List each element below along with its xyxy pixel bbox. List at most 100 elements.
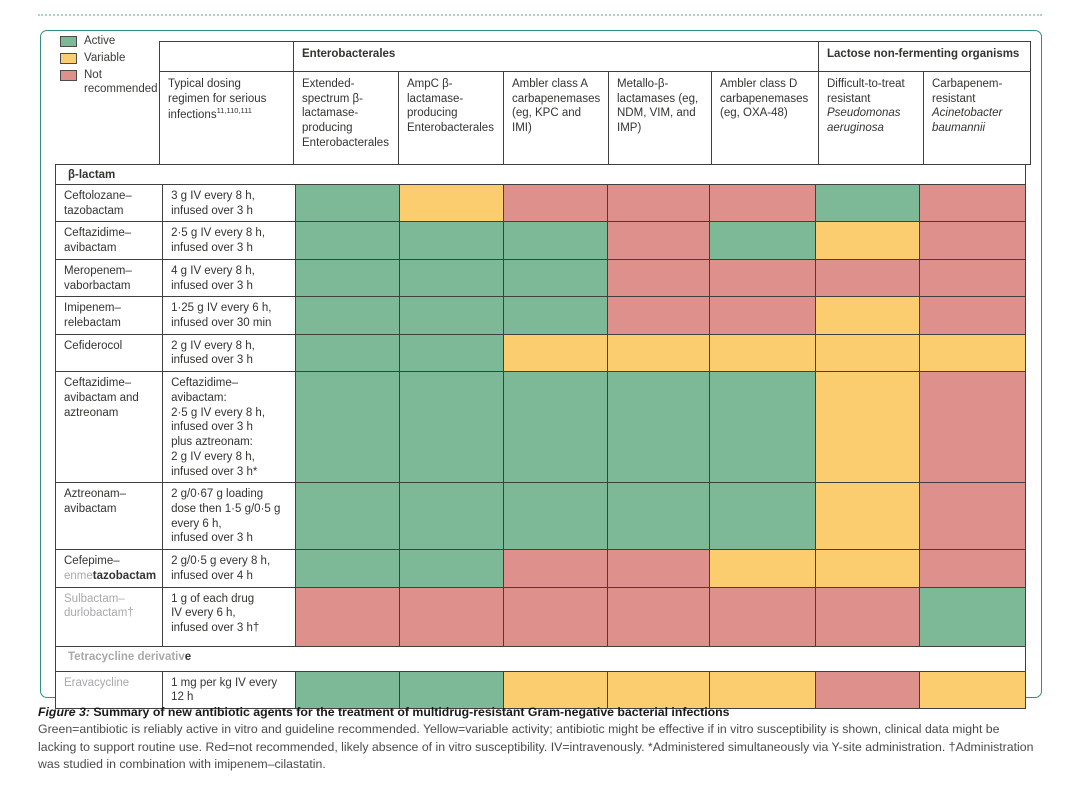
col-header-cr-acinetobacter: Carbapenem-resistant Acinetobacter bauma… — [924, 72, 1030, 164]
legend-item-active: Active — [60, 34, 160, 48]
dosing-regimen: 1·25 g IV every 6 h, infused over 30 min — [162, 296, 297, 335]
caption-title-line: Figure 3: Summary of new antibiotic agen… — [38, 704, 1040, 721]
table-row: Cefepime– enmetazobactam 2 g/0·5 g every … — [54, 549, 1027, 588]
col-header-ambler-class-d: Ambler class D carbapenemases (eg, OXA-4… — [712, 72, 818, 164]
drug-name: Aztreonam– avibactam — [54, 482, 164, 551]
activity-table: β-lactam Ceftolozane– tazobactam 3 g IV ev… — [54, 164, 1027, 709]
variable-swatch-icon — [60, 53, 77, 65]
drug-column-header-spacer — [55, 41, 159, 165]
legend-label: Not recommended — [84, 69, 158, 96]
activity-cell-not-recommended — [607, 221, 711, 260]
group-header-lactose-non-fermenting: Lactose non-fermenting organisms — [819, 42, 1030, 71]
drug-name: Ceftolozane– tazobactam — [54, 183, 164, 223]
activity-cell-variable — [503, 333, 609, 373]
header-grid: Enterobacterales Lactose non-fermenting … — [159, 41, 1031, 165]
activity-cell-variable — [815, 333, 921, 373]
activity-cell-active — [399, 482, 505, 551]
empty-header-cell — [160, 42, 293, 71]
group-header-enterobacterales: Enterobacterales — [294, 42, 818, 71]
table-row: Ceftolozane– tazobactam 3 g IV every 8 h,… — [54, 183, 1027, 223]
activity-table-body: β-lactam Ceftolozane– tazobactam 3 g IV ev… — [54, 164, 1027, 709]
legend-item-not-recommended: Not recommended — [60, 68, 160, 96]
activity-cell-not-recommended — [503, 183, 609, 223]
activity-cell-active — [295, 183, 401, 223]
active-swatch-icon — [60, 36, 77, 47]
activity-cell-active — [399, 258, 505, 298]
activity-cell-active — [607, 371, 711, 484]
not-recommended-swatch-icon — [60, 70, 77, 82]
legend: Active Variable Not recommended — [60, 34, 160, 99]
activity-cell-active — [295, 482, 401, 551]
table-row: Sulbactam– durlobactam† 1 g of each drug … — [54, 586, 1027, 647]
activity-cell-variable — [503, 670, 609, 709]
activity-cell-not-recommended — [295, 586, 401, 647]
figure-top-dotted-rule — [38, 14, 1042, 16]
figure-caption: Figure 3: Summary of new antibiotic agen… — [38, 704, 1040, 774]
activity-cell-variable — [399, 183, 505, 223]
drug-name: Sulbactam– durlobactam† — [54, 586, 164, 647]
activity-cell-active — [503, 296, 609, 335]
section-label: Tetracycline derivative — [54, 645, 1027, 672]
activity-cell-not-recommended — [399, 586, 505, 647]
table-row: Imipenem– relebactam 1·25 g IV every 6 h,… — [54, 296, 1027, 335]
activity-cell-active — [709, 482, 817, 551]
legend-label: Variable — [84, 52, 126, 65]
activity-cell-not-recommended — [607, 586, 711, 647]
activity-cell-active — [399, 221, 505, 260]
section-row: β-lactam — [54, 164, 1027, 185]
activity-cell-not-recommended — [503, 549, 609, 588]
drug-name: Cefepime– enmetazobactam — [54, 549, 164, 588]
activity-cell-active — [295, 296, 401, 335]
col-header-dosing: Typical dosing regimen for serious infec… — [160, 72, 293, 164]
activity-cell-not-recommended — [919, 549, 1027, 588]
activity-cell-active — [503, 258, 609, 298]
activity-cell-not-recommended — [607, 183, 711, 223]
activity-cell-not-recommended — [919, 221, 1027, 260]
drug-name: Imipenem– relebactam — [54, 296, 164, 335]
activity-cell-not-recommended — [815, 586, 921, 647]
activity-cell-not-recommended — [607, 549, 711, 588]
activity-cell-active — [399, 549, 505, 588]
dosing-regimen: 2·5 g IV every 8 h, infused over 3 h — [162, 221, 297, 260]
activity-cell-active — [399, 670, 505, 709]
activity-cell-active — [503, 221, 609, 260]
activity-cell-active — [709, 371, 817, 484]
drug-name: Meropenem– vaborbactam — [54, 258, 164, 298]
activity-cell-variable — [815, 371, 921, 484]
activity-cell-active — [399, 296, 505, 335]
activity-cell-active — [295, 549, 401, 588]
dosing-regimen: 3 g IV every 8 h, infused over 3 h — [162, 183, 297, 223]
dosing-regimen: 2 g IV every 8 h, infused over 3 h — [162, 333, 297, 373]
activity-cell-active — [399, 371, 505, 484]
activity-cell-not-recommended — [919, 183, 1027, 223]
activity-cell-active — [607, 482, 711, 551]
activity-cell-active — [815, 183, 921, 223]
drug-name: Ceftazidime– avibactam — [54, 221, 164, 260]
activity-cell-active — [399, 333, 505, 373]
activity-cell-variable — [919, 333, 1027, 373]
figure-number: Figure 3: — [38, 705, 90, 719]
activity-cell-variable — [815, 482, 921, 551]
activity-cell-variable — [607, 333, 711, 373]
dosing-regimen: 1 g of each drug IV every 6 h, infused o… — [162, 586, 297, 647]
legend-label: Active — [84, 35, 116, 47]
activity-cell-active — [503, 371, 609, 484]
col-header-metallo-beta-lactamases: Metallo-β-lactamases (eg, NDM, VIM, and … — [609, 72, 711, 164]
activity-cell-active — [295, 258, 401, 298]
activity-cell-not-recommended — [919, 296, 1027, 335]
drug-name: Eravacycline — [54, 670, 164, 709]
activity-cell-not-recommended — [919, 258, 1027, 298]
activity-cell-not-recommended — [709, 258, 817, 298]
activity-cell-variable — [607, 670, 711, 709]
activity-cell-active — [295, 371, 401, 484]
table-row: Aztreonam– avibactam 2 g/0·67 g loading d… — [54, 482, 1027, 551]
activity-cell-variable — [815, 549, 921, 588]
activity-cell-not-recommended — [607, 258, 711, 298]
activity-cell-active — [295, 221, 401, 260]
activity-cell-variable — [815, 221, 921, 260]
col-header-dtr-pseudomonas: Difficult-to-treat resistant Pseudomonas… — [819, 72, 923, 164]
dosing-regimen: 1 mg per kg IV every 12 h — [162, 670, 297, 709]
activity-cell-active — [919, 586, 1027, 647]
table-row: Ceftazidime– avibactam and aztreonam Ceft… — [54, 371, 1027, 484]
activity-cell-not-recommended — [503, 586, 609, 647]
